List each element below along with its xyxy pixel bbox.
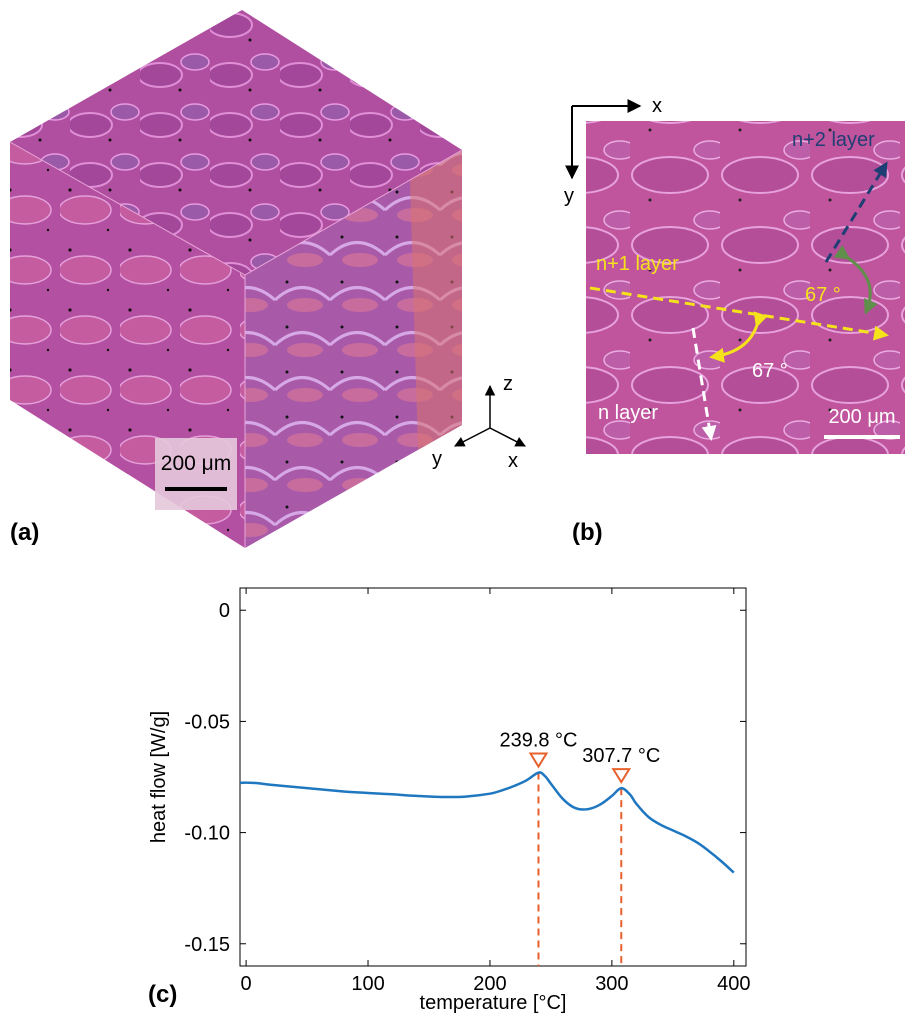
peak-lines (537, 772, 623, 966)
chart-x-axis-label: temperature [°C] (420, 992, 567, 1014)
panel-b-annotations: n+2 layer n+1 layer n layer 67 ° 67 ° (589, 129, 889, 441)
y-tick-label: -0.05 (184, 711, 230, 733)
cube-top-face (10, 10, 462, 275)
chart-series-line (239, 771, 735, 874)
y-tick-label: 0 (219, 600, 230, 622)
panel-label-a: (a) (10, 519, 39, 546)
panel-c-chart: 0 100 200 300 400 0 -0.05 -0.10 -0.15 239.8 °C3… (148, 587, 750, 1014)
n-layer-arrow (691, 327, 717, 441)
panel-b-scale-bar: 200 μm (824, 406, 900, 439)
panel-label-b: (b) (572, 519, 603, 546)
peak-label: 239.8 °C (499, 730, 577, 752)
label-n1-layer: n+1 layer (596, 253, 679, 275)
label-n-layer: n layer (598, 402, 658, 424)
chart-y-axis-label: heat flow [W/g] (148, 711, 170, 843)
axis-z-label-a: z (503, 373, 513, 395)
panel-a-scale-bar: 200 μm (155, 438, 237, 510)
panel-label-c: (c) (148, 981, 177, 1008)
y-ticks: 0 -0.05 -0.10 -0.15 (184, 600, 746, 956)
x-tick-label: 300 (595, 973, 628, 995)
axis-y-label-b: y (564, 185, 574, 207)
x-tick-label: 400 (717, 973, 750, 995)
scale-bar-label-a: 200 μm (161, 452, 231, 475)
chart-plot-frame (239, 587, 747, 967)
x-tick-label: 0 (241, 973, 252, 995)
label-angle-lower: 67 ° (752, 360, 788, 382)
panel-a-axes-triad: z y x (432, 373, 526, 472)
label-angle-upper: 67 ° (805, 284, 841, 306)
x-tick-label: 100 (351, 973, 384, 995)
cube-right-face-bands (410, 150, 462, 450)
peak-marker (528, 752, 549, 769)
y-tick-label: -0.15 (184, 934, 230, 956)
label-n2-layer: n+2 layer (792, 129, 875, 151)
peak-label: 307.7 °C (582, 745, 660, 767)
axis-x-label-a: x (508, 450, 518, 472)
cube-right-face (245, 150, 462, 548)
y-tick-label: -0.10 (184, 823, 230, 845)
peak-marker (611, 768, 632, 785)
axis-x-label-b: x (652, 95, 662, 117)
panel-b-axes: x y (564, 95, 662, 207)
axis-y-label-a: y (432, 448, 442, 470)
x-tick-label: 200 (473, 973, 506, 995)
x-ticks: 0 100 200 300 400 (241, 588, 750, 995)
angle-arc-lower (709, 311, 768, 363)
scale-bar-label-b: 200 μm (828, 406, 895, 428)
angle-arc-upper (833, 245, 878, 315)
